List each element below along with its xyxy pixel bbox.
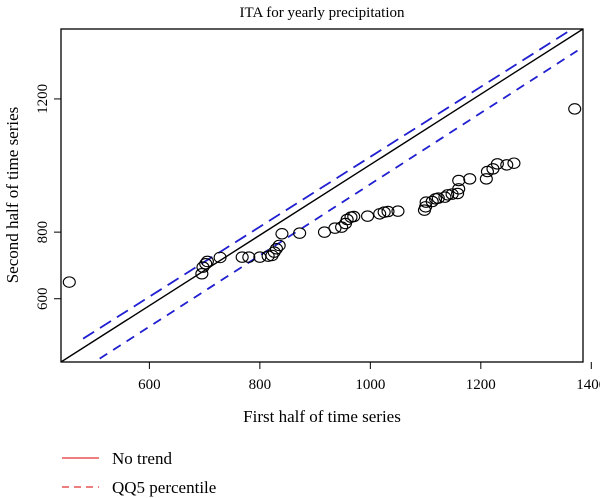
data-point xyxy=(242,251,256,263)
y-tick-label: 800 xyxy=(35,221,51,244)
data-point xyxy=(269,243,283,255)
x-tick-label: 800 xyxy=(249,377,272,393)
reference-lines xyxy=(61,29,583,362)
data-point xyxy=(213,251,227,264)
x-tick-label: 1000 xyxy=(355,377,385,393)
line-lower-percentile xyxy=(99,49,578,360)
x-axis: 600 800 1000 1200 1400 xyxy=(138,362,600,393)
legend-label: QQ5 percentile xyxy=(112,478,216,497)
data-point xyxy=(419,196,433,208)
data-point xyxy=(451,187,465,200)
data-point xyxy=(463,173,477,185)
data-point xyxy=(267,246,281,258)
x-tick-label: 1200 xyxy=(466,377,496,393)
data-point xyxy=(272,239,286,252)
line-no-trend xyxy=(61,29,583,362)
data-point xyxy=(568,103,582,115)
y-tick-label: 1200 xyxy=(35,84,51,114)
data-point xyxy=(441,189,455,201)
data-points xyxy=(62,103,582,288)
legend: No trend QQ5 percentile xyxy=(62,449,216,497)
data-point xyxy=(328,222,342,234)
x-axis-label: First half of time series xyxy=(243,407,401,426)
y-tick-label: 600 xyxy=(35,287,51,310)
data-point xyxy=(253,251,267,263)
x-tick-label: 600 xyxy=(138,377,161,393)
line-upper-percentile xyxy=(82,29,574,340)
data-point xyxy=(452,174,466,187)
data-point xyxy=(200,255,214,268)
legend-label: No trend xyxy=(112,449,172,468)
data-point xyxy=(391,205,405,217)
x-tick-label: 1400 xyxy=(576,377,600,393)
plot-frame xyxy=(60,28,584,363)
data-point xyxy=(62,276,76,288)
data-point xyxy=(500,159,514,171)
data-point xyxy=(340,213,354,226)
data-point xyxy=(275,228,289,240)
data-point xyxy=(235,251,249,263)
data-point xyxy=(490,158,504,170)
y-axis-label: Second half of time series xyxy=(3,107,22,284)
data-point xyxy=(196,261,210,273)
data-point xyxy=(507,157,521,169)
data-point xyxy=(361,210,375,222)
data-point xyxy=(293,227,307,239)
data-point xyxy=(452,183,466,195)
data-point xyxy=(195,268,209,280)
data-point xyxy=(431,192,445,204)
data-point xyxy=(381,205,395,218)
y-axis: 600 800 1200 xyxy=(35,84,61,310)
data-point xyxy=(347,210,361,223)
data-point xyxy=(438,191,452,203)
chart-title: ITA for yearly precipitation xyxy=(240,5,405,21)
data-point xyxy=(479,173,493,185)
data-point xyxy=(199,258,213,270)
data-point xyxy=(265,249,279,262)
